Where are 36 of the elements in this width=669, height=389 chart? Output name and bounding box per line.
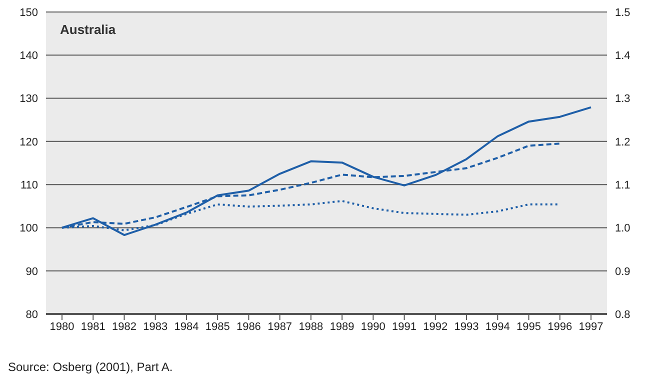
y-tick-label: 80: [26, 308, 38, 321]
y-tick-label: 100: [20, 222, 38, 235]
x-tick-label: 1985: [205, 320, 230, 333]
text: Australia: [60, 22, 116, 37]
x-tick-label: 1990: [360, 320, 386, 333]
x-tick-label: 1986: [236, 320, 261, 333]
x-tick-label: 1992: [423, 320, 448, 333]
y-tick-label: 90: [26, 266, 38, 278]
x-tick-label: 1983: [143, 320, 168, 333]
source-note: Source: Osberg (2001), Part A.: [8, 360, 174, 374]
x-tick-label: 1994: [485, 320, 510, 333]
y2-tick-label: 0.9: [615, 266, 630, 278]
y2-tick-label: 1.1: [615, 179, 630, 192]
x-tick-label: 1996: [548, 320, 572, 333]
x-tick-label: 1987: [268, 320, 292, 333]
x-tick-label: 1980: [50, 320, 74, 333]
y-tick-label: 130: [20, 93, 38, 106]
y-tick-label: 140: [20, 50, 38, 62]
x-tick-label: 1995: [516, 320, 542, 333]
y-tick-label: 120: [20, 136, 38, 148]
y2-tick-label: 0.8: [615, 308, 630, 321]
y2-tick-label: 1.0: [615, 222, 630, 235]
y2-tick-label: 1.4: [615, 50, 630, 62]
x-tick-label: 1988: [298, 320, 324, 333]
y-tick-label: 150: [20, 6, 38, 19]
x-tick-label: 1982: [112, 320, 136, 333]
y2-tick-label: 1.2: [615, 136, 630, 148]
y-tick-label: 110: [20, 179, 38, 192]
x-tick-label: 1984: [174, 320, 199, 333]
x-tick-label: 1997: [578, 320, 604, 333]
x-tick-label: 1993: [454, 320, 479, 333]
x-tick-label: 1991: [392, 320, 417, 333]
y2-tick-label: 1.3: [615, 93, 630, 106]
y2-tick-label: 1.5: [615, 6, 630, 19]
x-tick-label: 1981: [80, 320, 106, 333]
x-tick-label: 1989: [330, 320, 354, 333]
